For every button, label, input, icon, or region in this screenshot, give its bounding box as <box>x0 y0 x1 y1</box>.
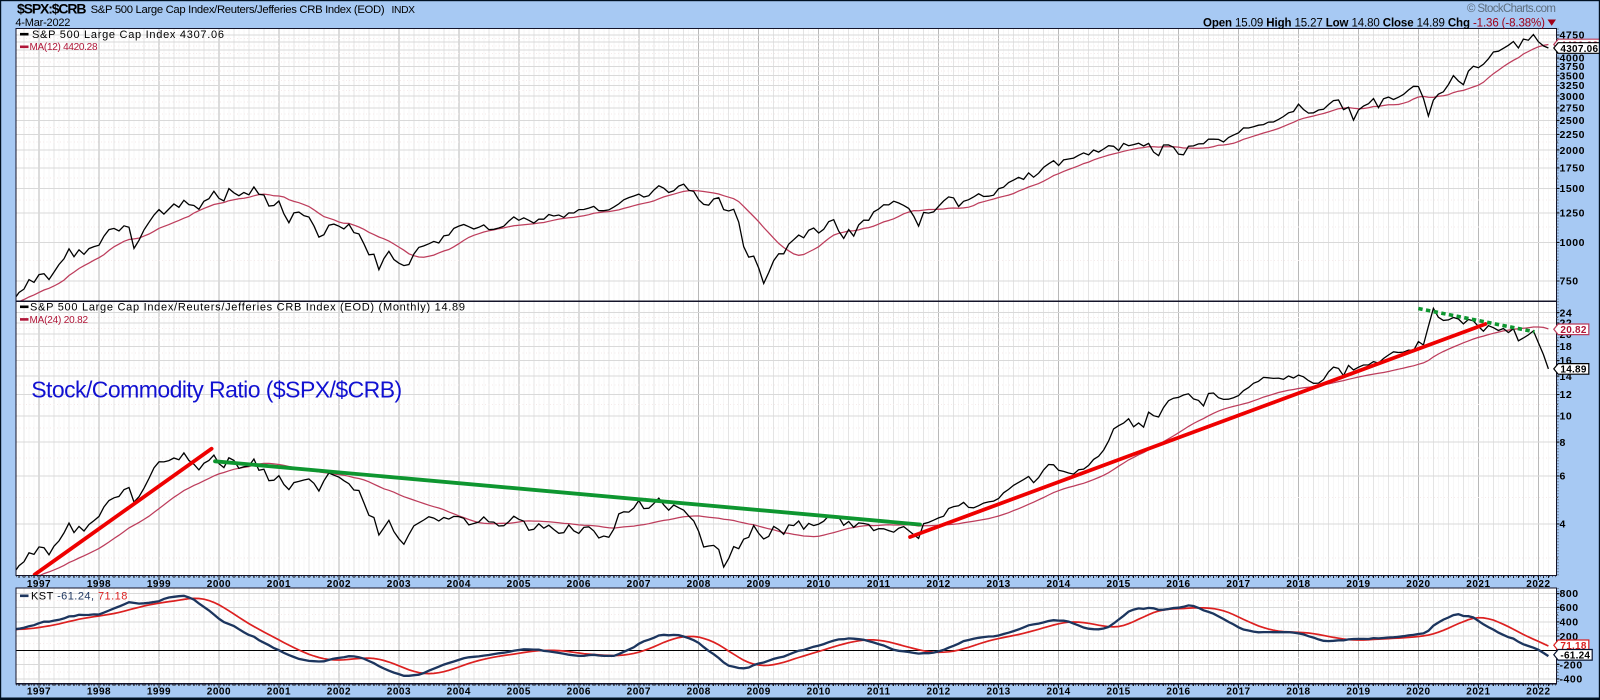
svg-text:© StockCharts.com: © StockCharts.com <box>1467 3 1556 15</box>
svg-text:3750: 3750 <box>1560 61 1586 73</box>
svg-text:800: 800 <box>1560 588 1579 600</box>
svg-text:4: 4 <box>1560 519 1566 531</box>
svg-text:2015: 2015 <box>1106 579 1130 590</box>
svg-text:2021: 2021 <box>1466 687 1490 698</box>
svg-text:600: 600 <box>1560 602 1579 614</box>
svg-text:2006: 2006 <box>567 687 591 698</box>
svg-text:MA(12) 4420.28: MA(12) 4420.28 <box>30 42 98 53</box>
svg-text:2020: 2020 <box>1406 687 1430 698</box>
svg-text:2004: 2004 <box>447 579 471 590</box>
svg-text:2004: 2004 <box>447 687 471 698</box>
svg-text:2022: 2022 <box>1526 687 1550 698</box>
svg-text:71.18: 71.18 <box>1560 641 1586 652</box>
svg-text:3000: 3000 <box>1560 91 1586 103</box>
svg-text:2000: 2000 <box>207 579 231 590</box>
svg-text:2014: 2014 <box>1046 687 1070 698</box>
svg-text:2750: 2750 <box>1560 103 1586 115</box>
svg-text:2012: 2012 <box>926 579 950 590</box>
svg-text:2007: 2007 <box>627 579 651 590</box>
svg-text:2019: 2019 <box>1346 579 1370 590</box>
svg-text:4307.06: 4307.06 <box>1560 44 1598 55</box>
svg-text:3250: 3250 <box>1560 80 1586 92</box>
svg-text:18: 18 <box>1560 341 1573 353</box>
svg-text:-400: -400 <box>1560 674 1583 686</box>
svg-text:1250: 1250 <box>1560 208 1586 220</box>
svg-text:3500: 3500 <box>1560 70 1586 82</box>
svg-text:2013: 2013 <box>986 687 1010 698</box>
svg-text:2007: 2007 <box>627 687 651 698</box>
svg-text:2005: 2005 <box>507 687 531 698</box>
svg-text:2011: 2011 <box>867 579 891 590</box>
svg-text:2015: 2015 <box>1106 687 1130 698</box>
svg-text:Stock/Commodity Ratio ($SPX/$C: Stock/Commodity Ratio ($SPX/$CRB) <box>31 377 402 403</box>
svg-text:10: 10 <box>1560 411 1573 423</box>
svg-text:6: 6 <box>1560 471 1566 483</box>
svg-text:20.82: 20.82 <box>1560 325 1586 336</box>
svg-text:2016: 2016 <box>1166 687 1190 698</box>
svg-text:4-Mar-2022: 4-Mar-2022 <box>15 17 70 29</box>
svg-text:2001: 2001 <box>267 687 291 698</box>
svg-text:2018: 2018 <box>1286 579 1310 590</box>
svg-text:2020: 2020 <box>1406 579 1430 590</box>
svg-text:8: 8 <box>1560 437 1566 449</box>
svg-text:2006: 2006 <box>567 579 591 590</box>
svg-text:S&P 500 Large Cap Index 4307.0: S&P 500 Large Cap Index 4307.06 <box>32 29 224 41</box>
svg-text:24: 24 <box>1560 307 1573 319</box>
svg-text:2013: 2013 <box>986 579 1010 590</box>
svg-text:4000: 4000 <box>1560 53 1586 65</box>
svg-text:S&P 500 Large Cap Index/Reuter: S&P 500 Large Cap Index/Reuters/Jefferie… <box>91 4 385 16</box>
svg-text:2018: 2018 <box>1286 687 1310 698</box>
svg-text:2011: 2011 <box>867 687 891 698</box>
svg-text:Open 15.09 High 15.27 Low 14.8: Open 15.09 High 15.27 Low 14.80 Close 14… <box>1203 17 1545 29</box>
svg-text:12: 12 <box>1560 389 1573 401</box>
svg-text:1999: 1999 <box>147 579 171 590</box>
svg-text:2003: 2003 <box>387 579 411 590</box>
svg-text:2000: 2000 <box>1560 145 1586 157</box>
svg-text:2002: 2002 <box>327 687 351 698</box>
svg-text:2008: 2008 <box>687 687 711 698</box>
svg-text:2021: 2021 <box>1466 579 1490 590</box>
svg-text:2017: 2017 <box>1226 579 1250 590</box>
svg-text:MA(24) 20.82: MA(24) 20.82 <box>30 315 89 326</box>
svg-text:2010: 2010 <box>807 687 831 698</box>
svg-text:14.89: 14.89 <box>1560 365 1586 376</box>
svg-text:400: 400 <box>1560 617 1579 629</box>
svg-text:1998: 1998 <box>87 579 111 590</box>
svg-text:2017: 2017 <box>1226 687 1250 698</box>
svg-text:2250: 2250 <box>1560 129 1586 141</box>
svg-text:KST -61.24, 71.18: KST -61.24, 71.18 <box>31 590 128 602</box>
svg-text:S&P 500 Large Cap Index/Reuter: S&P 500 Large Cap Index/Reuters/Jefferie… <box>30 302 465 314</box>
svg-text:2012: 2012 <box>926 687 950 698</box>
svg-text:INDX: INDX <box>392 5 416 16</box>
svg-text:1000: 1000 <box>1560 237 1586 249</box>
svg-text:2014: 2014 <box>1046 579 1070 590</box>
svg-text:2000: 2000 <box>207 687 231 698</box>
svg-text:2008: 2008 <box>687 579 711 590</box>
svg-text:2500: 2500 <box>1560 115 1586 127</box>
svg-text:2005: 2005 <box>507 579 531 590</box>
svg-text:1999: 1999 <box>147 687 171 698</box>
svg-text:2022: 2022 <box>1526 579 1550 590</box>
svg-text:2003: 2003 <box>387 687 411 698</box>
svg-text:2009: 2009 <box>747 687 771 698</box>
svg-text:2009: 2009 <box>747 579 771 590</box>
svg-text:2019: 2019 <box>1346 687 1370 698</box>
svg-text:2001: 2001 <box>267 579 291 590</box>
svg-text:1998: 1998 <box>87 687 111 698</box>
svg-text:1500: 1500 <box>1560 183 1586 195</box>
svg-text:1997: 1997 <box>27 579 51 590</box>
svg-text:-61.24: -61.24 <box>1560 651 1590 662</box>
svg-text:2010: 2010 <box>807 579 831 590</box>
svg-text:$SPX:$CRB: $SPX:$CRB <box>17 1 87 17</box>
svg-text:1750: 1750 <box>1560 163 1586 175</box>
svg-text:-200: -200 <box>1560 659 1583 671</box>
svg-text:2002: 2002 <box>327 579 351 590</box>
svg-text:1997: 1997 <box>27 687 51 698</box>
svg-text:750: 750 <box>1560 276 1579 288</box>
svg-text:2016: 2016 <box>1166 579 1190 590</box>
